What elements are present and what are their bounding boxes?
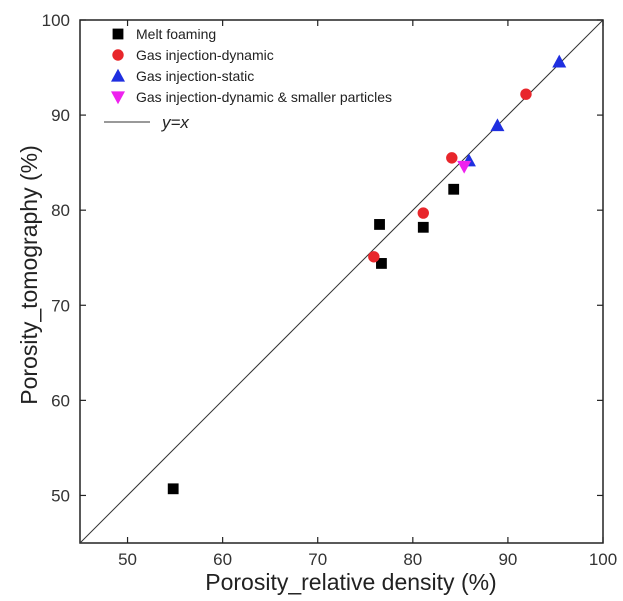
data-point-square <box>376 258 387 269</box>
legend-reference-label: y=x <box>161 113 189 132</box>
data-points <box>167 54 567 495</box>
y-tick-label: 70 <box>51 296 70 315</box>
legend-marker-square <box>112 28 124 40</box>
data-point-circle <box>520 88 532 100</box>
y-tick-label: 80 <box>51 201 70 220</box>
data-point-circle <box>417 207 429 219</box>
plot-frame <box>79 19 604 544</box>
data-point-circle <box>368 251 380 263</box>
legend-marker-triangle-up <box>111 68 125 82</box>
x-tick-label: 80 <box>403 550 422 569</box>
legend-entry-label: Gas injection-static <box>136 68 254 84</box>
y-tick-label: 50 <box>51 486 70 505</box>
legend-marker-circle <box>112 49 124 61</box>
legend-entry-label: Gas injection-dynamic & smaller particle… <box>136 89 392 105</box>
data-point-square <box>417 221 429 233</box>
series-2 <box>368 88 532 263</box>
x-axis-label: Porosity_relative density (%) <box>205 569 496 595</box>
reference-line-y-equals-x <box>79 19 604 544</box>
legend-entry-label: Gas injection-dynamic <box>136 47 274 63</box>
x-tick-label: 50 <box>118 550 137 569</box>
x-tick-label: 60 <box>213 550 232 569</box>
legend-entry-label: Melt foaming <box>136 26 216 42</box>
data-point-triangle-up <box>490 118 505 132</box>
series-1 <box>167 183 460 495</box>
data-point-square <box>167 483 179 495</box>
data-point-square <box>374 219 385 230</box>
legend: Melt foaming Gas injection-dynamic Gas inj… <box>104 26 392 132</box>
data-point-triangle-up <box>552 54 567 68</box>
y-tick-label: 60 <box>51 391 70 410</box>
plot-border <box>79 19 604 544</box>
legend-marker-triangle-down <box>111 91 125 105</box>
y-axis-label: Porosity_tomography (%) <box>16 145 42 405</box>
x-tick-label: 90 <box>498 550 517 569</box>
data-point-circle <box>446 152 458 164</box>
series-3 <box>461 54 567 167</box>
data-point-triangle-down <box>457 160 472 174</box>
y-tick-label: 100 <box>42 11 70 30</box>
series-4 <box>457 160 472 174</box>
axis-ticks: 50 60 70 80 90 100 50 60 70 80 90 100 <box>42 11 618 569</box>
y-tick-label: 90 <box>51 106 70 125</box>
x-tick-label: 70 <box>308 550 327 569</box>
x-tick-label: 100 <box>589 550 617 569</box>
reference-line-group <box>79 19 604 544</box>
data-point-square <box>448 183 460 195</box>
